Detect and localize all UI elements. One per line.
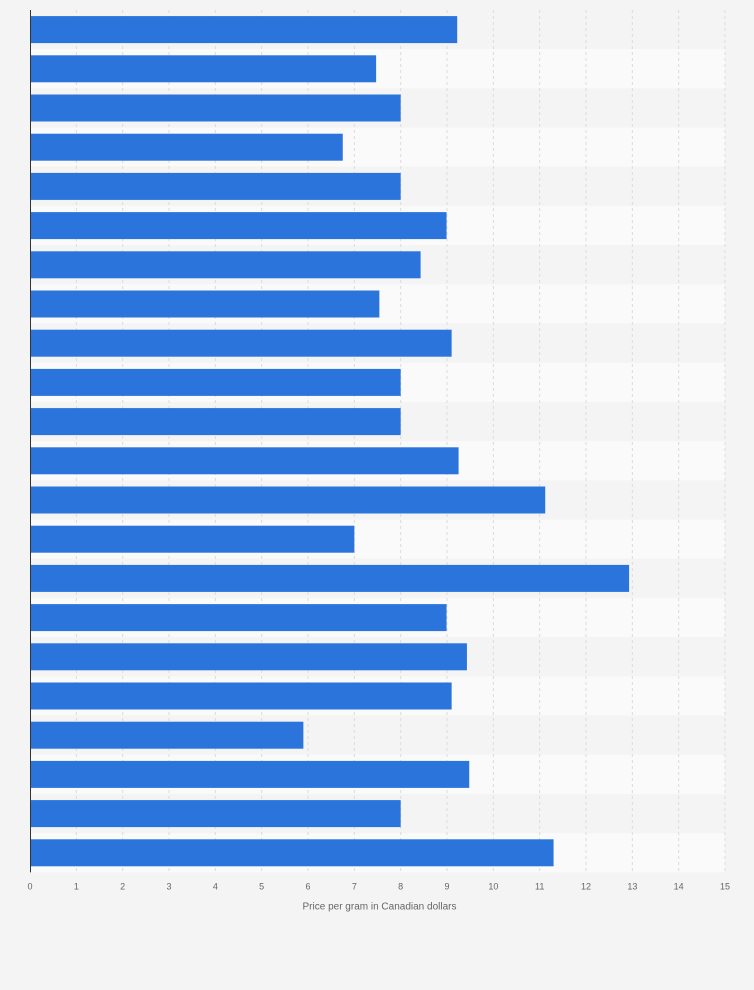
bar[interactable] [30,251,421,279]
bar[interactable] [30,643,467,671]
bar[interactable] [30,839,554,867]
bar[interactable] [30,760,470,788]
x-tick-label: 0 [27,881,32,891]
x-tick-label: 14 [674,881,684,891]
x-tick-label: 3 [166,881,171,891]
x-tick-label: 13 [627,881,637,891]
x-tick-label: 12 [581,881,591,891]
x-tick-label: 5 [259,881,264,891]
bars [30,16,630,867]
bar[interactable] [30,486,546,514]
bar[interactable] [30,290,380,318]
x-axis-ticks: 0 1 2 3 4 5 6 7 8 9 10 11 12 13 14 15 [27,881,730,891]
x-tick-label: 7 [352,881,357,891]
x-tick-label: 8 [398,881,403,891]
x-tick-label: 6 [305,881,310,891]
bar[interactable] [30,212,447,240]
bar[interactable] [30,604,447,632]
x-tick-label: 15 [720,881,730,891]
bar[interactable] [30,368,401,396]
x-tick-label: 10 [488,881,498,891]
bar[interactable] [30,329,452,357]
bar[interactable] [30,682,452,710]
bar[interactable] [30,94,401,122]
bar[interactable] [30,55,377,83]
bar[interactable] [30,564,630,592]
bar[interactable] [30,800,401,828]
bar[interactable] [30,525,355,553]
bar[interactable] [30,16,458,44]
bar[interactable] [30,172,401,200]
x-tick-label: 9 [444,881,449,891]
x-axis-title: Price per gram in Canadian dollars [303,901,457,912]
x-tick-label: 4 [213,881,218,891]
bar[interactable] [30,408,401,436]
x-tick-label: 1 [74,881,79,891]
bar[interactable] [30,133,343,161]
bar[interactable] [30,721,304,749]
x-tick-label: 11 [535,881,544,891]
bar[interactable] [30,447,459,475]
x-tick-label: 2 [120,881,125,891]
